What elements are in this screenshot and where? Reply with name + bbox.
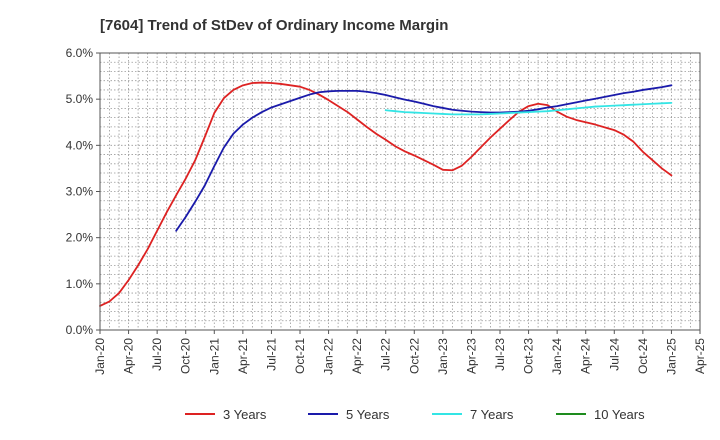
x-tick-label: Oct-22 — [407, 338, 421, 374]
x-tick-label: Oct-23 — [522, 338, 536, 374]
series-line-7-years — [384, 101, 673, 116]
grid — [99, 52, 701, 331]
x-tick-label: Jul-21 — [264, 338, 278, 371]
series-line-3-years — [99, 81, 673, 307]
x-tick-label: Apr-24 — [579, 338, 593, 374]
x-tick-label: Oct-21 — [293, 338, 307, 374]
axes: 0.0% 1.0% 2.0% 3.0% 4.0% 5.0% 6.0% Jan-20 Apr-20… — [66, 46, 707, 375]
legend-label-5-years: 5 Years — [346, 407, 390, 422]
series-lines — [99, 81, 673, 307]
x-tick-label: Oct-24 — [636, 338, 650, 374]
x-tick-label: Apr-22 — [350, 338, 364, 374]
y-tick-label: 3.0% — [66, 185, 94, 199]
y-tick-label: 2.0% — [66, 231, 94, 245]
x-tick-label: Jul-22 — [379, 338, 393, 371]
x-tick-label: Jan-24 — [550, 338, 564, 375]
x-tick-label: Apr-21 — [236, 338, 250, 374]
x-tick-label: Apr-23 — [464, 338, 478, 374]
chart-title: [7604] Trend of StDev of Ordinary Income… — [100, 17, 448, 34]
x-tick-label: Jan-20 — [93, 338, 107, 375]
x-tick-label: Jul-24 — [607, 338, 621, 371]
x-tick-label: Apr-25 — [693, 338, 707, 374]
legend-label-3-years: 3 Years — [223, 407, 267, 422]
y-tick-label: 5.0% — [66, 92, 94, 106]
legend-label-7-years: 7 Years — [470, 407, 514, 422]
y-tick-label: 4.0% — [66, 138, 94, 152]
x-tick-label: Jan-25 — [664, 338, 678, 375]
x-tick-label: Apr-20 — [122, 338, 136, 374]
x-tick-label: Jul-23 — [493, 338, 507, 371]
x-tick-label: Jan-21 — [207, 338, 221, 375]
y-tick-label: 1.0% — [66, 277, 94, 291]
legend-label-10-years: 10 Years — [594, 407, 645, 422]
x-tick-label: Jul-20 — [150, 338, 164, 371]
x-tick-label: Oct-20 — [179, 338, 193, 374]
x-tick-label: Jan-23 — [436, 338, 450, 375]
legend: 3 Years 5 Years 7 Years 10 Years — [185, 407, 645, 422]
y-tick-label: 6.0% — [66, 46, 94, 60]
x-tick-label: Jan-22 — [322, 338, 336, 375]
series-line-5-years — [175, 84, 673, 232]
y-tick-label: 0.0% — [66, 323, 94, 337]
plot-area — [100, 53, 700, 330]
